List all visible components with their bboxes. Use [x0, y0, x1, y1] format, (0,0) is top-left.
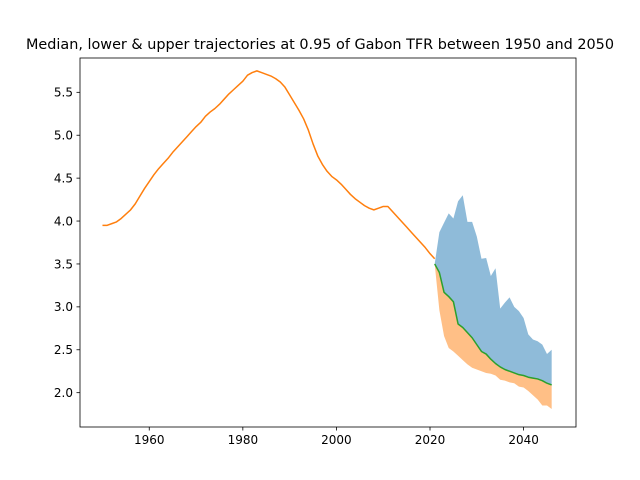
- chart-title: Median, lower & upper trajectories at 0.…: [26, 37, 614, 53]
- y-tick-label: 3.0: [54, 300, 73, 314]
- x-tick-label: 1960: [134, 433, 165, 447]
- historical-line: [102, 70, 436, 260]
- series-group: [102, 70, 552, 409]
- y-tick-label: 4.0: [54, 214, 73, 228]
- y-tick-label: 5.5: [54, 86, 73, 100]
- axes-frame: [79, 57, 577, 428]
- y-tick-label: 4.5: [54, 171, 73, 185]
- y-tick-label: 2.0: [54, 386, 73, 400]
- y-tick-label: 3.5: [54, 257, 73, 271]
- upper-band: [434, 195, 552, 385]
- x-tick-label: 2040: [508, 433, 539, 447]
- median-line: [434, 263, 552, 386]
- axes: 1960 1980 2000 2020 2040 2.0 2.5 3.0 3.5 4.0 4.5 5.…: [54, 57, 577, 447]
- y-tick-label: 2.5: [54, 343, 73, 357]
- x-tick-label: 2000: [321, 433, 352, 447]
- y-tick-label: 5.0: [54, 129, 73, 143]
- lower-band: [434, 263, 552, 409]
- plot-area: [102, 70, 552, 409]
- x-tick-label: 2020: [415, 433, 446, 447]
- x-tick-label: 1980: [228, 433, 259, 447]
